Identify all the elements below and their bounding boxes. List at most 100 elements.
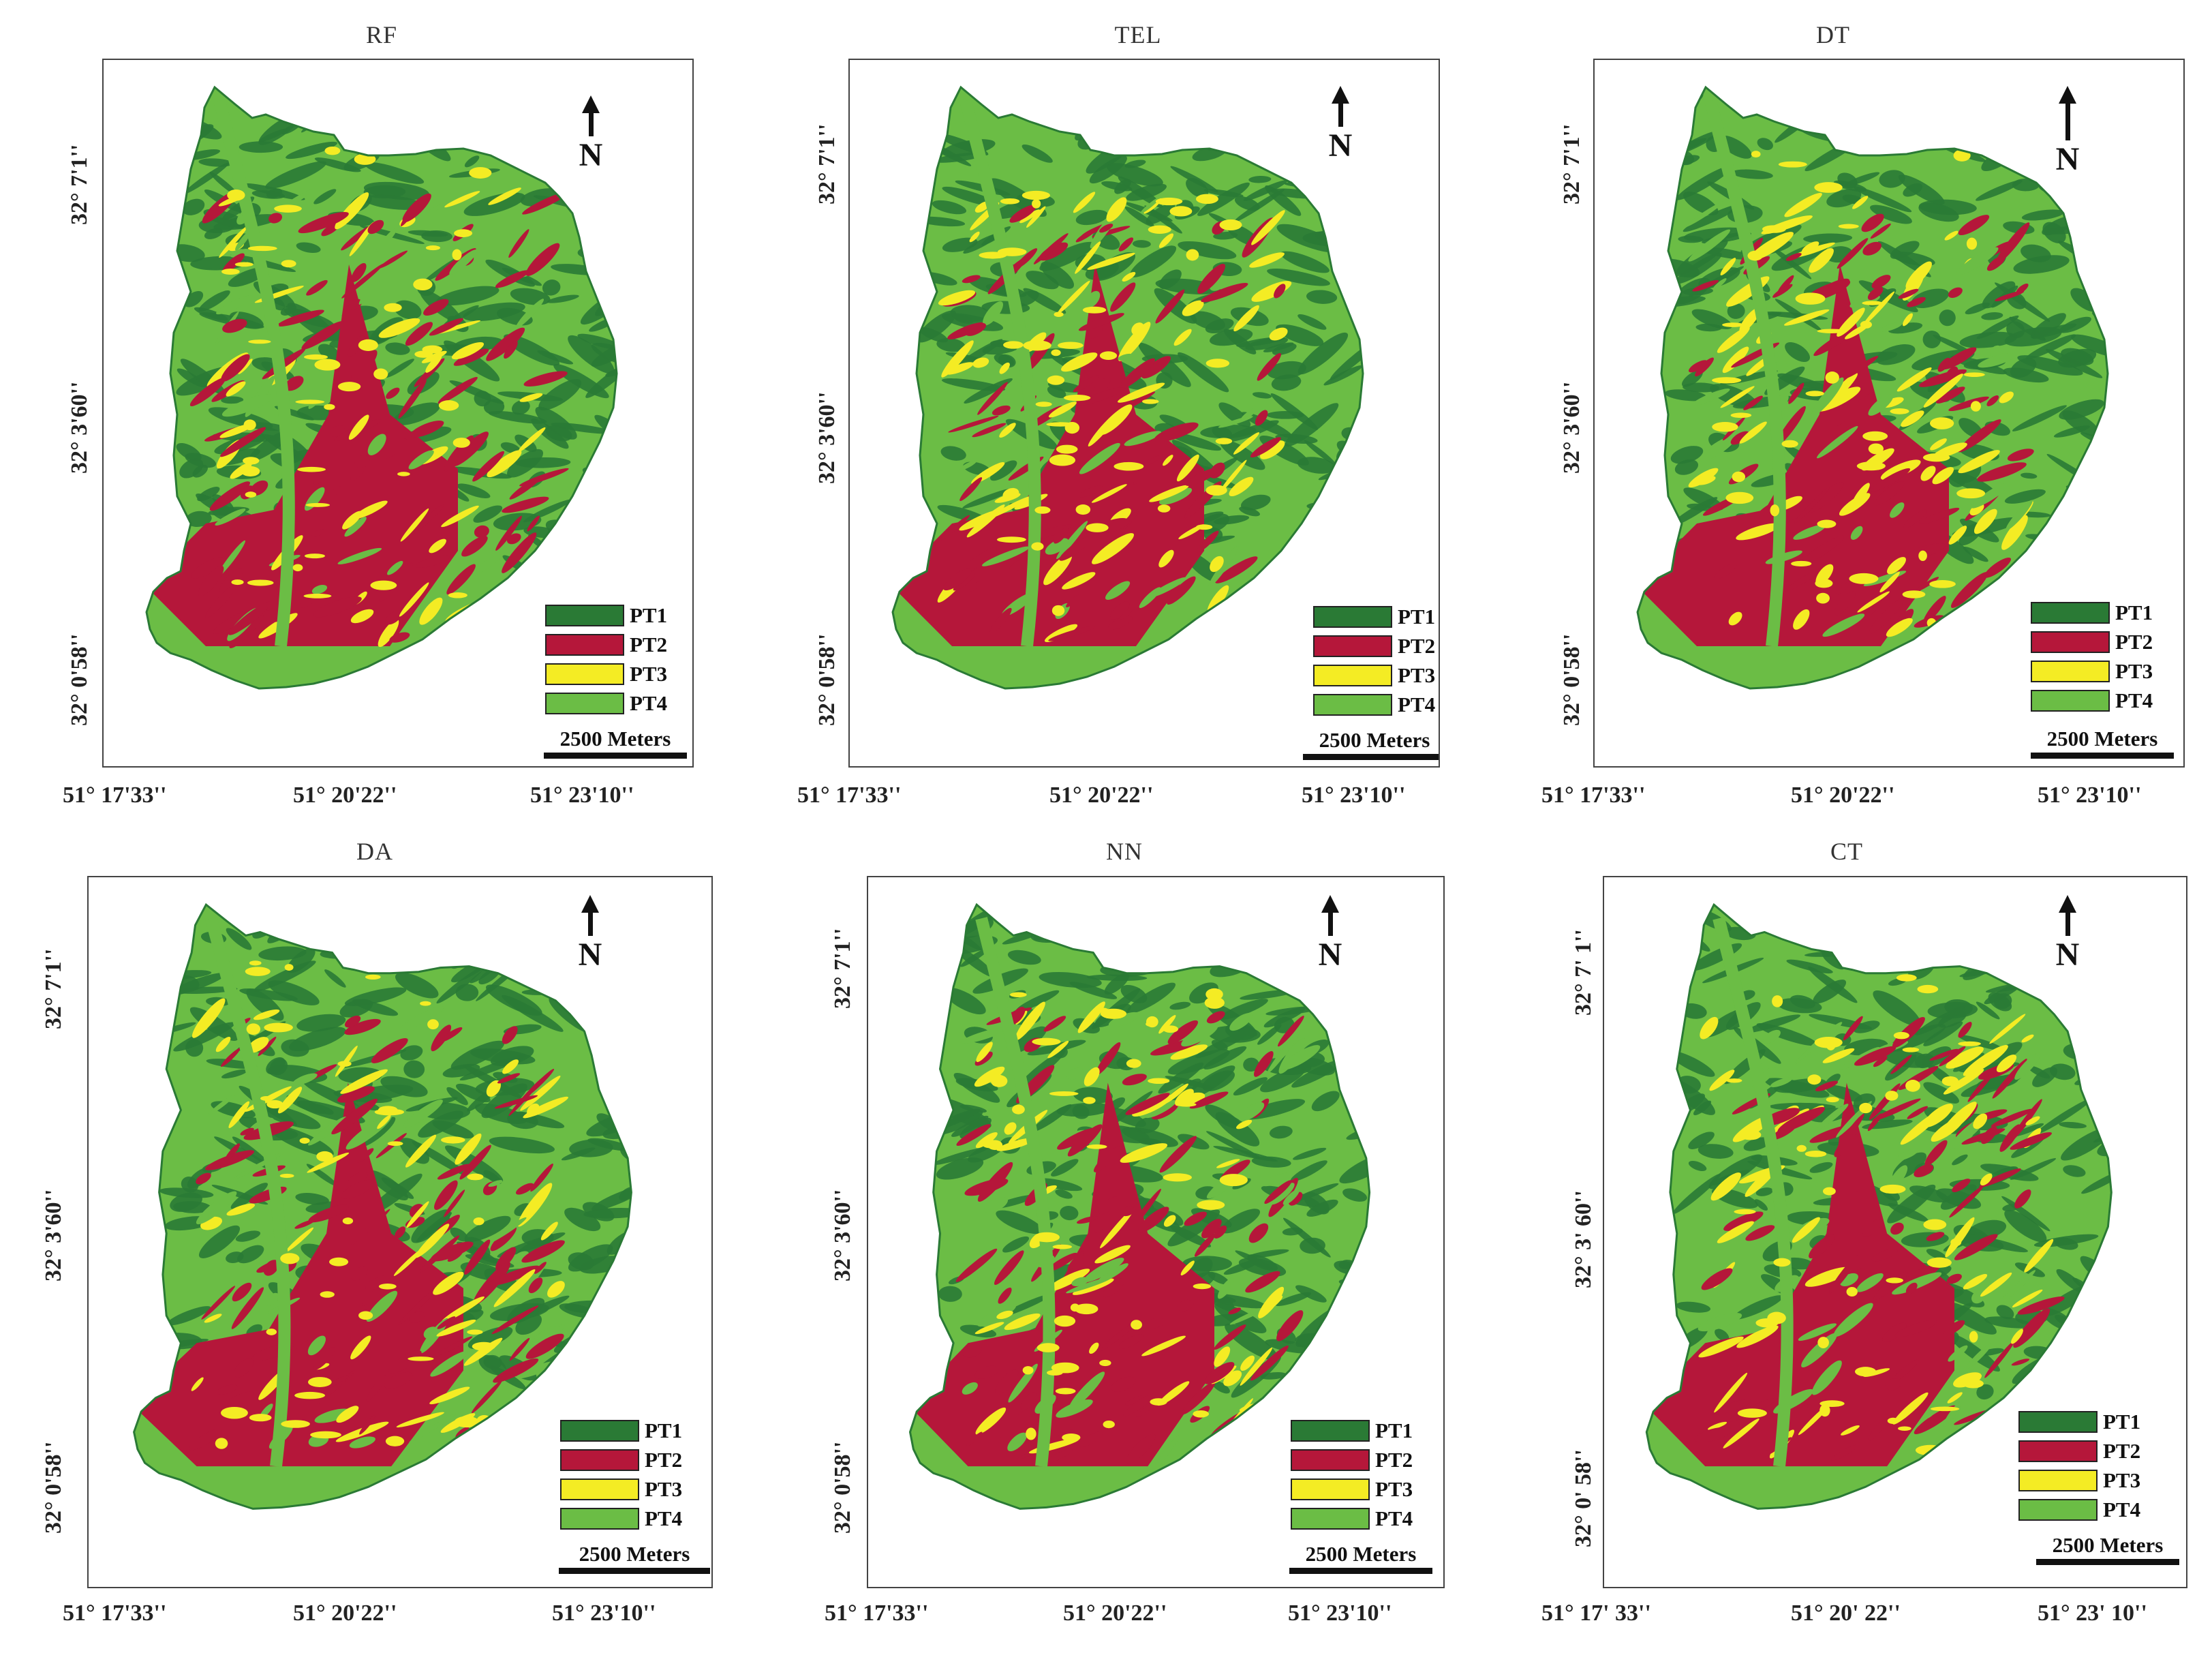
north-arrow: N (1310, 895, 1351, 973)
legend-item-pt1: PT1 (560, 1418, 682, 1444)
x-tick-label: 51° 20'22'' (1791, 783, 1895, 808)
legend: PT1 PT2 PT3 PT4 (2018, 1409, 2140, 1526)
x-tick-label: 51° 20'22'' (293, 783, 397, 808)
x-tick-label: 51° 20' 22'' (1791, 1601, 1901, 1626)
scale-bar: 2500 Meters (2036, 1533, 2179, 1565)
legend-label: PT3 (645, 1477, 683, 1501)
y-tick-label: 32° 7'1'' (830, 928, 855, 1009)
catchment-map (145, 85, 618, 690)
legend-swatch (560, 1420, 639, 1442)
pt2-zone (893, 264, 1204, 646)
legend: PT1 PT2 PT3 PT4 (545, 603, 667, 720)
legend-swatch (545, 663, 624, 685)
legend-item-pt3: PT3 (1313, 663, 1435, 688)
legend-label: PT3 (2103, 1468, 2141, 1492)
y-tick-label: 32° 7'1'' (1559, 123, 1584, 204)
x-tick-label: 51° 23' 10'' (2038, 1601, 2147, 1626)
legend-swatch (1291, 1508, 1370, 1530)
scale-bar: 2500 Meters (1289, 1542, 1432, 1574)
y-tick-label: 32° 0'58'' (1559, 633, 1584, 726)
x-tick-label: 51° 17'33'' (63, 783, 167, 808)
legend-label: PT3 (2115, 659, 2153, 683)
legend-item-pt1: PT1 (2018, 1409, 2140, 1435)
legend-swatch (2031, 661, 2110, 682)
legend-item-pt3: PT3 (560, 1476, 682, 1502)
x-tick-label: 51° 23'10'' (552, 1601, 656, 1626)
legend-swatch (1313, 665, 1392, 686)
legend-item-pt2: PT2 (545, 632, 667, 658)
legend-swatch (1291, 1478, 1370, 1500)
legend-label: PT2 (630, 633, 668, 656)
catchment-map (1645, 903, 2113, 1510)
legend-label: PT1 (2103, 1410, 2141, 1434)
legend-swatch (560, 1449, 639, 1471)
y-tick-label: 32° 7'1'' (814, 123, 840, 204)
map-frame: N PT1 PT2 PT3 PT4 2500 Meters (867, 876, 1445, 1588)
legend-swatch (2031, 690, 2110, 712)
y-tick-label: 32° 0' 58'' (1571, 1449, 1596, 1547)
scale-bar: 2500 Meters (2031, 727, 2174, 759)
legend-item-pt3: PT3 (545, 661, 667, 687)
legend-label: PT1 (2115, 601, 2153, 624)
legend-swatch (2018, 1411, 2098, 1433)
x-tick-label: 51° 17'33'' (1541, 783, 1646, 808)
legend-item-pt1: PT1 (1313, 604, 1435, 630)
north-arrow: N (2047, 895, 2088, 973)
legend-label: PT4 (645, 1506, 683, 1530)
scale-bar: 2500 Meters (559, 1542, 710, 1574)
scale-bar: 2500 Meters (544, 727, 687, 759)
legend-label: PT1 (1398, 605, 1436, 628)
legend-swatch (1291, 1420, 1370, 1442)
legend: PT1 PT2 PT3 PT4 (560, 1418, 682, 1535)
x-tick-label: 51° 17'33'' (825, 1601, 929, 1626)
panel-title: TEL (1114, 21, 1162, 48)
legend-label: PT2 (1375, 1448, 1413, 1472)
legend-label: PT2 (645, 1448, 683, 1472)
north-arrow: N (1320, 86, 1361, 164)
y-tick-label: 32° 7'1'' (41, 948, 66, 1029)
legend-item-pt1: PT1 (1291, 1418, 1413, 1444)
legend: PT1 PT2 PT3 PT4 (2031, 600, 2153, 717)
scale-bar: 2500 Meters (1303, 728, 1439, 760)
legend-swatch (545, 634, 624, 656)
legend-label: PT2 (1398, 634, 1436, 658)
legend-label: PT4 (1375, 1506, 1413, 1530)
catchment-map (133, 903, 632, 1510)
panel-title: DT (1816, 21, 1850, 48)
legend-item-pt4: PT4 (2031, 688, 2153, 714)
y-tick-label: 32° 0'58'' (67, 633, 92, 726)
legend: PT1 PT2 PT3 PT4 (1313, 604, 1435, 721)
legend-swatch (560, 1508, 639, 1530)
legend-swatch (545, 605, 624, 626)
y-tick-label: 32° 3'60'' (41, 1189, 66, 1282)
x-tick-label: 51° 23'10'' (530, 783, 634, 808)
map-frame: N PT1 PT2 PT3 PT4 2500 Meters (848, 59, 1440, 768)
legend-swatch (1313, 635, 1392, 657)
legend-swatch (2018, 1499, 2098, 1521)
x-tick-label: 51° 23'10'' (2038, 783, 2142, 808)
x-tick-label: 51° 23'10'' (1288, 1601, 1392, 1626)
map-frame: N PT1 PT2 PT3 PT4 2500 Meters (1593, 59, 2185, 768)
x-tick-label: 51° 20'22'' (293, 1601, 397, 1626)
y-tick-label: 32° 7' 1'' (1571, 929, 1596, 1016)
legend-label: PT1 (645, 1419, 683, 1442)
x-tick-label: 51° 17'33'' (63, 1601, 167, 1626)
legend-item-pt2: PT2 (2018, 1438, 2140, 1464)
legend-item-pt3: PT3 (1291, 1476, 1413, 1502)
y-tick-label: 32° 3'60'' (830, 1189, 855, 1282)
legend-label: PT3 (1375, 1477, 1413, 1501)
y-tick-label: 32° 3'60'' (814, 391, 840, 484)
y-tick-label: 32° 0'58'' (814, 633, 840, 726)
legend-swatch (1313, 694, 1392, 716)
legend-swatch (1313, 606, 1392, 628)
x-tick-label: 51° 17' 33'' (1541, 1601, 1651, 1626)
legend-label: PT3 (630, 662, 668, 686)
legend-label: PT1 (630, 603, 668, 627)
legend-item-pt2: PT2 (560, 1447, 682, 1473)
legend-item-pt4: PT4 (545, 691, 667, 716)
y-tick-label: 32° 3'60'' (67, 381, 92, 474)
legend-swatch (545, 693, 624, 714)
y-tick-label: 32° 0'58'' (830, 1441, 855, 1534)
pt2-zone (1638, 264, 1949, 646)
x-tick-label: 51° 20'22'' (1049, 783, 1154, 808)
